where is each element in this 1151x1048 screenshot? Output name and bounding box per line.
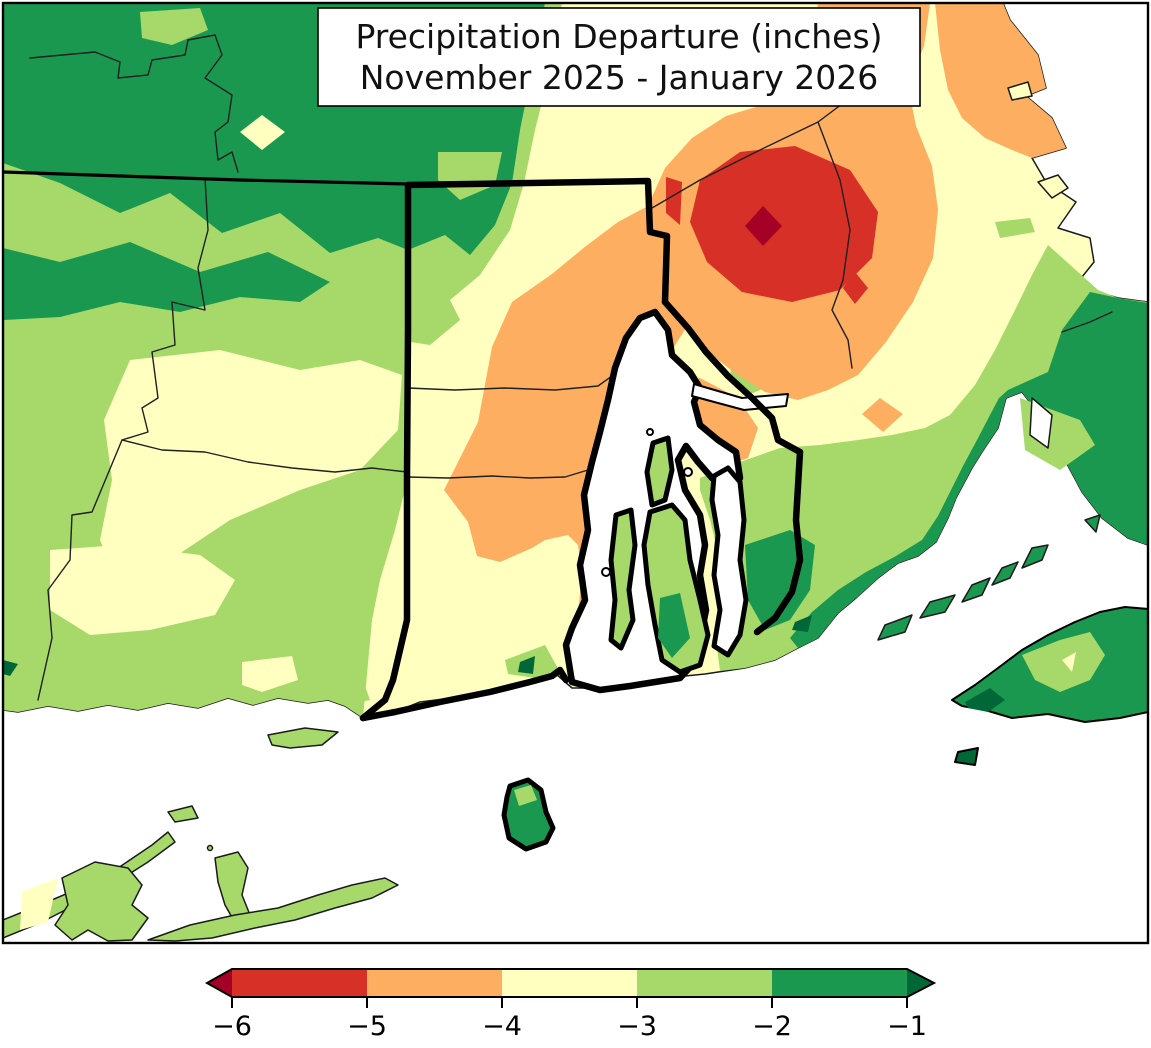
- colorbar-ticks: [231, 997, 908, 1008]
- tick-label-minus6: −6: [212, 1011, 252, 1042]
- tick-label-minus5: −5: [347, 1011, 387, 1042]
- patience-island: [646, 428, 654, 436]
- long-island-southfork: [147, 877, 399, 942]
- contour-lightgreen-hole-2: [438, 152, 502, 200]
- nomans-land-island: [954, 747, 979, 766]
- elizabeth-islands: [877, 544, 1049, 641]
- contour-orange-necoast: [935, 4, 1066, 158]
- contour-paleyellow-coast-ct: [242, 656, 298, 692]
- boundary-ct-horizontal: [121, 439, 408, 473]
- map-title-line2: November 2025 - January 2026: [360, 58, 879, 97]
- colorbar-segment-3: [502, 969, 637, 997]
- dutch-island: [601, 567, 611, 577]
- contour-orange-diamond: [862, 398, 903, 432]
- boundary-ma-county-2: [817, 121, 853, 369]
- county-boundaries: [29, 7, 1113, 701]
- map-content: [4, 4, 1147, 942]
- aquidneck-green-patch: [658, 593, 690, 658]
- colorbar-over-arrow: [907, 969, 934, 997]
- colorbar-tick-labels: −6 −5 −4 −3 −2 −1: [212, 1011, 927, 1042]
- conanicut-island: [608, 507, 638, 651]
- contour-lightgreen-westerly: [330, 678, 370, 705]
- narragansett-bay: [562, 308, 789, 694]
- plum-island: [167, 805, 199, 823]
- title-box-background: [317, 7, 921, 107]
- ma-ct-state-line: [4, 170, 410, 186]
- wareham-inlet: [1029, 397, 1053, 449]
- contour-green-west-band: [4, 242, 330, 320]
- marthas-vineyard-lightgreen: [1022, 632, 1105, 692]
- map-frame: [1, 1, 1150, 945]
- ne-coast-islet: [1007, 81, 1033, 101]
- ri-border-east: [661, 298, 804, 636]
- colorbar: −6 −5 −4 −3 −2 −1: [204, 968, 937, 1042]
- hog-island: [683, 467, 693, 477]
- tick-label-minus1: −1: [887, 1011, 927, 1042]
- colorbar-segment-5: [772, 969, 907, 997]
- contour-paleyellow-ct-2: [50, 545, 235, 635]
- tick-label-minus3: −3: [617, 1011, 657, 1042]
- contour-red-blob: [690, 146, 878, 302]
- title-box: Precipitation Departure (inches) Novembe…: [317, 7, 921, 107]
- contour-red-sliver: [666, 177, 682, 225]
- colorbar-segment-1: [232, 969, 367, 997]
- block-island: [501, 777, 556, 852]
- ri-border-west-north: [359, 177, 671, 722]
- contour-lightgreen-border-blob: [398, 290, 460, 345]
- tick-label-minus2: −2: [752, 1011, 792, 1042]
- prudence-island: [644, 435, 675, 508]
- boundary-ct-north: [29, 34, 239, 173]
- contour-red-small-diamond: [843, 272, 868, 304]
- marthas-vineyard-paleyellow: [1062, 652, 1076, 672]
- contour-darkgreen-ri-south: [518, 656, 535, 674]
- colorbar-segment-4: [637, 969, 772, 997]
- boundary-ct-vertical: [37, 177, 209, 701]
- taunton-river: [691, 383, 789, 411]
- colorbar-segment-2: [367, 969, 502, 997]
- rhode-island-border: [4, 170, 804, 722]
- block-island-lightgreen: [514, 785, 537, 806]
- marthas-vineyard-darkgreen: [965, 688, 1005, 712]
- contour-darkgreen-ct-dot: [4, 660, 18, 676]
- contour-paleyellow-ct-1: [100, 350, 402, 590]
- ri-border-southcoast: [359, 666, 570, 722]
- fishers-island: [267, 727, 339, 749]
- contour-lightgreen-hole-1: [140, 8, 208, 45]
- sakonnet-river: [709, 465, 749, 658]
- map-title-line1: Precipitation Departure (inches): [355, 17, 882, 56]
- offshore-islands: [4, 81, 1147, 942]
- long-island-paleyellow: [20, 878, 58, 930]
- contour-lightgreen-taunton: [995, 218, 1035, 238]
- tick-label-minus4: −4: [482, 1011, 522, 1042]
- contour-green-southeast: [790, 292, 1147, 648]
- boston-harbor-island: [1037, 174, 1069, 199]
- contour-paleyellow-diamond: [240, 115, 285, 150]
- gull-island: [206, 844, 214, 852]
- shelter-island: [54, 861, 149, 942]
- boundary-plymouth: [1061, 311, 1113, 333]
- contour-darkestgreen-westport: [792, 615, 812, 632]
- cape-islet: [1084, 514, 1101, 533]
- colorbar-under-arrow: [207, 969, 232, 997]
- contour-darkred-core: [745, 206, 782, 246]
